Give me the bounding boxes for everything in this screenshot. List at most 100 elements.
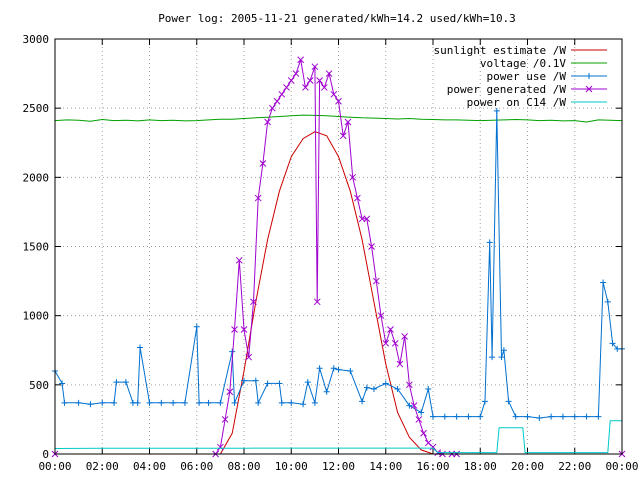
data-point <box>181 399 188 406</box>
data-point <box>146 399 153 406</box>
x-tick-label: 22:00 <box>558 460 591 473</box>
data-point <box>99 399 106 406</box>
legend-item: voltage /0.1V <box>480 57 607 70</box>
series-1 <box>54 114 623 123</box>
grid <box>55 39 622 454</box>
data-point <box>264 118 271 126</box>
data-point <box>231 326 238 333</box>
data-point <box>401 333 409 340</box>
plot-frame <box>54 38 623 455</box>
data-point <box>196 399 203 406</box>
data-point <box>600 279 607 286</box>
data-point <box>453 413 460 420</box>
data-point <box>241 377 247 384</box>
data-point <box>254 194 262 202</box>
data-point <box>316 77 323 84</box>
x-tick-label: 12:00 <box>322 460 355 473</box>
data-point <box>111 399 118 406</box>
data-point <box>302 84 309 91</box>
data-point <box>571 413 578 420</box>
data-point <box>276 380 283 387</box>
data-point <box>609 340 616 347</box>
data-point <box>158 399 165 406</box>
data-point <box>559 413 566 420</box>
data-point <box>489 354 496 361</box>
data-point <box>297 56 305 64</box>
data-point <box>493 107 500 114</box>
data-point <box>205 399 212 406</box>
data-point <box>418 409 425 416</box>
series-line <box>54 114 623 123</box>
x-tick-label: 10:00 <box>275 460 308 473</box>
legend-item: power on C14 /W <box>467 96 607 109</box>
legend-label: sunlight estimate /W <box>434 44 567 57</box>
chart-title: Power log: 2005-11-21 generated/kWh=14.2… <box>158 12 516 25</box>
data-point <box>278 399 285 406</box>
data-point <box>406 402 413 409</box>
data-point <box>292 70 300 77</box>
data-point <box>278 90 286 98</box>
y-tick-label: 1500 <box>23 241 50 254</box>
legend-label: voltage /0.1V <box>480 57 566 70</box>
data-point <box>481 398 488 405</box>
data-point <box>465 413 472 420</box>
data-point <box>259 160 267 167</box>
data-point <box>122 379 129 386</box>
y-tick-label: 3000 <box>23 33 50 46</box>
data-point <box>512 413 519 420</box>
data-point <box>231 399 238 406</box>
data-point <box>604 298 611 305</box>
data-point <box>217 399 224 406</box>
data-point <box>382 339 390 347</box>
data-point <box>113 379 120 386</box>
legend-marker <box>586 73 592 79</box>
data-point <box>363 384 370 391</box>
data-point <box>548 413 555 420</box>
data-point <box>252 377 259 384</box>
legend-label: power use /W <box>487 70 567 83</box>
data-point <box>59 380 66 387</box>
legend-item: sunlight estimate /W <box>434 44 607 57</box>
data-point <box>536 415 543 422</box>
data-point <box>325 70 333 77</box>
data-point <box>415 416 423 423</box>
data-point <box>425 385 432 392</box>
x-tick-label: 06:00 <box>180 460 213 473</box>
x-tick-label: 16:00 <box>416 460 449 473</box>
data-point <box>583 413 590 420</box>
legend-label: power on C14 /W <box>467 96 567 109</box>
data-point <box>226 388 234 396</box>
data-point <box>288 399 295 406</box>
legend-marker <box>585 85 593 93</box>
data-point <box>429 443 437 451</box>
axis-ticks: 00:00 02:00 04:00 06:00 08:00 10:00 12:00 14:00… <box>23 33 639 473</box>
data-point <box>134 399 141 406</box>
x-tick-label: 18:00 <box>464 460 497 473</box>
y-tick-label: 2500 <box>23 102 50 115</box>
data-point <box>300 401 307 408</box>
x-tick-label: 04:00 <box>133 460 166 473</box>
data-point <box>595 413 602 420</box>
series-line <box>55 59 622 455</box>
legend-item: power generated /W <box>447 83 607 96</box>
x-tick-label: 14:00 <box>369 460 402 473</box>
data-point <box>387 326 394 333</box>
data-point <box>394 385 401 392</box>
x-tick-label: 00:00 <box>38 460 71 473</box>
y-tick-label: 2000 <box>23 171 50 184</box>
data-point <box>410 402 418 409</box>
y-tick-label: 1000 <box>23 310 50 323</box>
series-0 <box>219 131 434 455</box>
data-point <box>323 388 330 395</box>
data-point <box>377 312 385 320</box>
x-tick-label: 02:00 <box>86 460 119 473</box>
data-point <box>268 104 276 112</box>
series-2 <box>52 107 625 422</box>
data-point <box>372 277 380 285</box>
data-point <box>283 84 290 91</box>
data-point <box>75 399 82 406</box>
legend-label: power generated /W <box>447 83 567 96</box>
data-point <box>245 353 253 361</box>
data-point <box>505 398 512 405</box>
